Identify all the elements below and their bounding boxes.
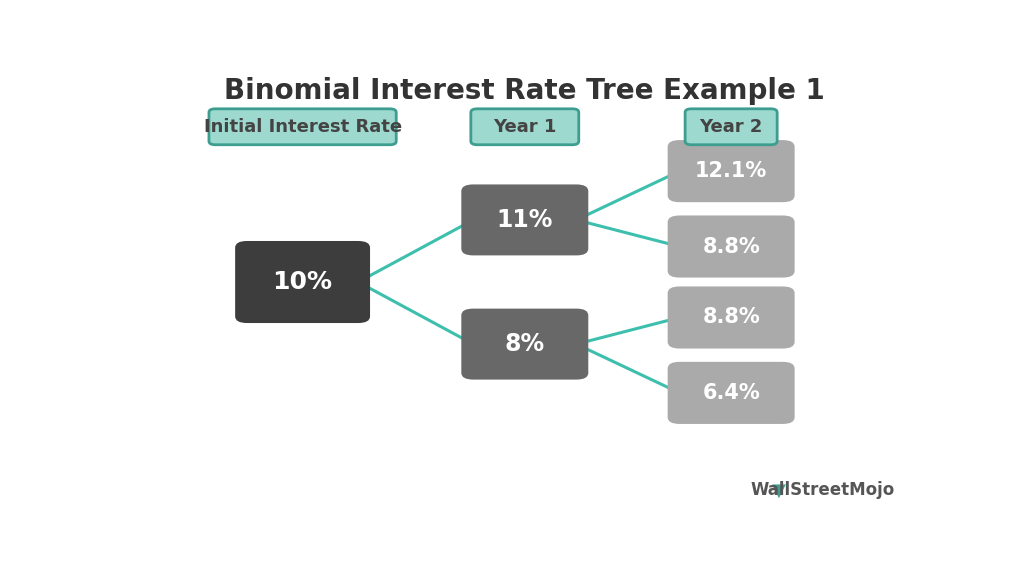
Text: Year 1: Year 1 <box>494 118 556 136</box>
Text: 8.8%: 8.8% <box>702 237 760 256</box>
Text: Binomial Interest Rate Tree Example 1: Binomial Interest Rate Tree Example 1 <box>224 77 825 105</box>
Text: 11%: 11% <box>497 208 553 232</box>
Text: 8.8%: 8.8% <box>702 308 760 328</box>
FancyBboxPatch shape <box>668 140 795 202</box>
FancyBboxPatch shape <box>668 362 795 424</box>
FancyBboxPatch shape <box>668 215 795 278</box>
FancyBboxPatch shape <box>685 109 777 145</box>
Text: 12.1%: 12.1% <box>695 161 767 181</box>
FancyBboxPatch shape <box>461 184 588 255</box>
Text: Year 2: Year 2 <box>699 118 763 136</box>
FancyBboxPatch shape <box>236 241 370 323</box>
FancyBboxPatch shape <box>209 109 396 145</box>
Text: 8%: 8% <box>505 332 545 356</box>
Text: 6.4%: 6.4% <box>702 383 760 403</box>
Text: Initial Interest Rate: Initial Interest Rate <box>204 118 401 136</box>
FancyBboxPatch shape <box>461 309 588 380</box>
Text: 10%: 10% <box>272 270 333 294</box>
FancyBboxPatch shape <box>668 286 795 348</box>
Text: WallStreetMojo: WallStreetMojo <box>751 482 895 499</box>
FancyBboxPatch shape <box>471 109 579 145</box>
Text: ▼: ▼ <box>772 482 785 499</box>
